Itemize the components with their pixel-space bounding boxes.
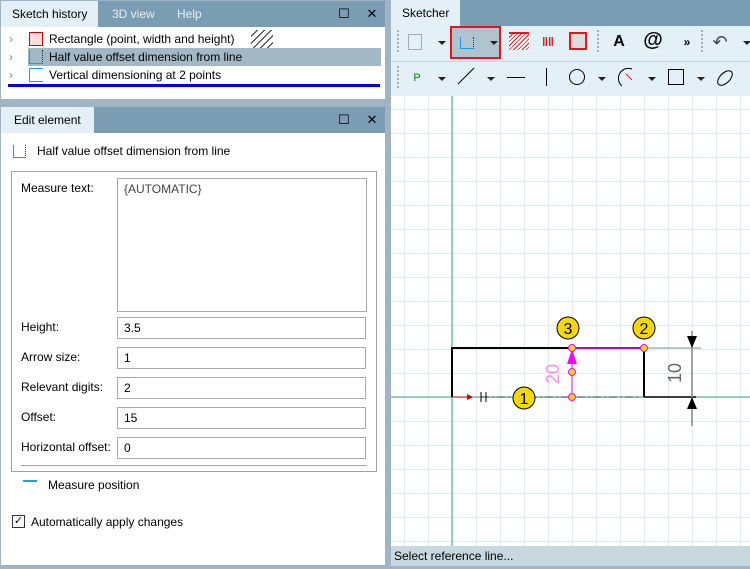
measure-text-input[interactable]: {AUTOMATIC} — [117, 178, 367, 312]
chevron-right-icon[interactable]: › — [9, 50, 13, 64]
page-icon — [408, 34, 422, 50]
maximize-icon[interactable]: ☐ — [338, 112, 350, 127]
tab-3d-view[interactable]: 3D view — [112, 7, 155, 21]
horizontal-offset-input[interactable]: 0 — [117, 437, 366, 459]
vertical-dimension-value: 10 — [665, 363, 685, 383]
chevron-right-icon[interactable]: › — [9, 32, 13, 46]
dropdown-arrow-icon[interactable] — [487, 77, 495, 81]
auto-apply-checkbox[interactable]: ✓ — [12, 515, 25, 528]
offset-input[interactable]: 15 — [117, 407, 366, 429]
arc-icon — [617, 67, 633, 87]
properties-box: Measure text: {AUTOMATIC} Height: 3.5 Ar… — [11, 171, 377, 472]
sketch-drawing: 1 2 3 20 10 — [391, 96, 750, 546]
marker-2-label: 2 — [640, 321, 649, 338]
insert-position-line — [8, 84, 380, 87]
rectangle-outline — [451, 347, 645, 397]
marker-1 — [512, 386, 536, 410]
ellipse-tool-button[interactable] — [715, 66, 735, 90]
history-item-half-offset[interactable]: › Half value offset dimension from line — [7, 48, 381, 66]
overflow-button[interactable]: » — [683, 35, 691, 49]
half-offset-dimension-icon — [13, 145, 26, 158]
chain-dimension-button[interactable]: ‖‖ — [542, 35, 554, 49]
tab-edit-element[interactable]: Edit element — [1, 107, 94, 133]
at-tool-button[interactable]: @ — [643, 29, 663, 51]
sketcher-panel: Sketcher ‖‖ A @ » ↶ P 1 2 3 20 — [391, 0, 750, 566]
history-item-vertical-dim[interactable]: › Vertical dimensioning at 2 points — [7, 66, 381, 84]
half-offset-dimension-icon — [460, 37, 474, 49]
sketch-history-panel: Sketch history 3D view Help ☐ ✕ › Rectan… — [0, 0, 386, 100]
relevant-digits-input[interactable]: 2 — [117, 377, 366, 399]
circle-tool-button[interactable] — [569, 69, 585, 85]
status-bar: Select reference line... — [391, 546, 750, 566]
line-icon — [457, 67, 475, 85]
close-icon[interactable]: ✕ — [366, 6, 378, 21]
marker-1-label: 1 — [520, 391, 529, 408]
vertical-dimension-icon — [29, 68, 43, 82]
magenta-arrow — [567, 349, 577, 364]
dropdown-arrow-icon[interactable] — [743, 41, 750, 45]
relevant-digits-label: Relevant digits: — [21, 380, 104, 394]
rectangle-icon — [29, 32, 43, 46]
hatch-icon — [251, 30, 273, 48]
arrow-size-input[interactable]: 1 — [117, 347, 366, 369]
view-tool-button[interactable] — [405, 30, 425, 54]
vertical-line-button[interactable] — [546, 68, 547, 86]
chevron-right-icon[interactable]: › — [9, 68, 13, 82]
divider — [21, 465, 367, 466]
auto-apply-label: Automatically apply changes — [31, 515, 184, 529]
dropdown-arrow-icon[interactable] — [598, 77, 606, 81]
half-offset-dimension-button[interactable] — [450, 26, 501, 59]
half-offset-dimension-icon — [29, 50, 43, 64]
magenta-dimension-value: 20 — [543, 364, 563, 384]
ellipse-icon — [717, 70, 733, 86]
horizontal-offset-label: Horizontal offset: — [21, 440, 111, 454]
point-tool-button[interactable]: P — [413, 72, 421, 84]
history-item-rectangle[interactable]: › Rectangle (point, width and height) — [7, 30, 381, 48]
measure-text-label: Measure text: — [21, 181, 94, 195]
rectangle-tool-button[interactable] — [668, 69, 684, 85]
tab-sketch-history[interactable]: Sketch history — [1, 1, 99, 27]
horizontal-line-button[interactable] — [507, 77, 525, 78]
arc-tool-button[interactable] — [617, 66, 636, 90]
sketch-canvas[interactable]: 1 2 3 20 10 — [391, 96, 750, 546]
undo-button[interactable]: ↶ — [712, 32, 728, 52]
item-label: Vertical dimensioning at 2 points — [49, 68, 222, 82]
edit-element-panel: Edit element ☐ ✕ Half value offset dimen… — [0, 106, 386, 566]
height-label: Height: — [21, 320, 60, 334]
line-tool-button[interactable] — [457, 66, 475, 90]
maximize-icon[interactable]: ☐ — [338, 6, 350, 21]
item-label: Rectangle (point, width and height) — [49, 32, 235, 46]
arrow-size-label: Arrow size: — [21, 350, 81, 364]
marker-2 — [632, 316, 656, 340]
marker-3-label: 3 — [564, 321, 573, 338]
text-tool-button[interactable]: A — [613, 33, 625, 50]
close-icon[interactable]: ✕ — [366, 112, 378, 127]
history-header: Sketch history 3D view Help ☐ ✕ — [1, 1, 385, 27]
item-label: Half value offset dimension from line — [49, 50, 243, 64]
rectangle-constraint-button[interactable] — [569, 32, 587, 50]
dropdown-arrow-icon[interactable] — [438, 41, 446, 45]
tab-sketcher[interactable]: Sketcher — [391, 0, 461, 26]
dropdown-arrow-icon[interactable] — [438, 77, 446, 81]
measure-position-label: Measure position — [48, 478, 140, 492]
measure-position-icon — [23, 480, 37, 484]
element-title: Half value offset dimension from line — [37, 144, 231, 158]
tab-help[interactable]: Help — [177, 7, 202, 21]
offset-label: Offset: — [21, 410, 57, 424]
marker-3 — [556, 316, 580, 340]
height-input[interactable]: 3.5 — [117, 317, 366, 339]
dropdown-arrow-icon[interactable] — [648, 77, 656, 81]
dropdown-arrow-icon[interactable] — [697, 77, 705, 81]
hatch-dimension-button[interactable] — [509, 32, 529, 50]
